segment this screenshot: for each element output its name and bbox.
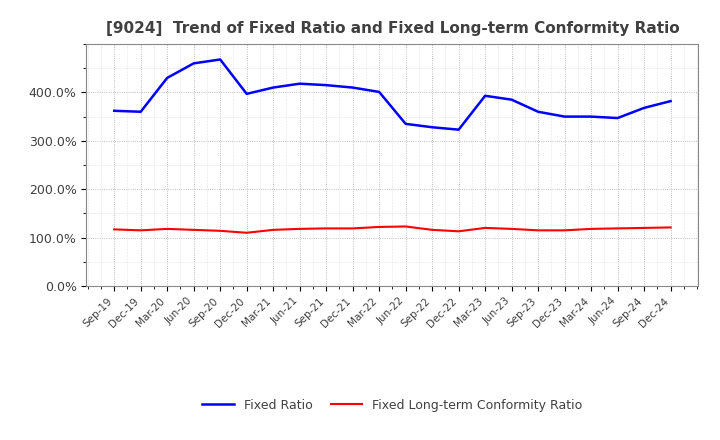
Fixed Long-term Conformity Ratio	[189, 227, 198, 232]
Fixed Long-term Conformity Ratio	[428, 227, 436, 232]
Fixed Long-term Conformity Ratio	[587, 226, 595, 231]
Fixed Long-term Conformity Ratio	[322, 226, 330, 231]
Fixed Ratio	[428, 125, 436, 130]
Fixed Ratio	[136, 109, 145, 114]
Fixed Long-term Conformity Ratio	[454, 229, 463, 234]
Fixed Long-term Conformity Ratio	[269, 227, 277, 232]
Fixed Long-term Conformity Ratio	[216, 228, 225, 234]
Fixed Ratio	[348, 85, 357, 90]
Fixed Long-term Conformity Ratio	[348, 226, 357, 231]
Fixed Long-term Conformity Ratio	[295, 226, 304, 231]
Fixed Ratio	[269, 85, 277, 90]
Fixed Ratio	[454, 127, 463, 132]
Fixed Long-term Conformity Ratio	[613, 226, 622, 231]
Fixed Long-term Conformity Ratio	[508, 226, 516, 231]
Fixed Long-term Conformity Ratio	[666, 225, 675, 230]
Fixed Long-term Conformity Ratio	[375, 224, 384, 230]
Title: [9024]  Trend of Fixed Ratio and Fixed Long-term Conformity Ratio: [9024] Trend of Fixed Ratio and Fixed Lo…	[106, 21, 679, 36]
Fixed Ratio	[587, 114, 595, 119]
Fixed Long-term Conformity Ratio	[136, 228, 145, 233]
Fixed Ratio	[110, 108, 119, 114]
Legend: Fixed Ratio, Fixed Long-term Conformity Ratio: Fixed Ratio, Fixed Long-term Conformity …	[197, 394, 588, 417]
Fixed Ratio	[163, 75, 171, 81]
Fixed Long-term Conformity Ratio	[243, 230, 251, 235]
Fixed Ratio	[508, 97, 516, 102]
Fixed Ratio	[295, 81, 304, 86]
Fixed Long-term Conformity Ratio	[481, 225, 490, 231]
Fixed Ratio	[375, 89, 384, 95]
Fixed Ratio	[322, 83, 330, 88]
Fixed Long-term Conformity Ratio	[401, 224, 410, 229]
Line: Fixed Long-term Conformity Ratio: Fixed Long-term Conformity Ratio	[114, 227, 670, 233]
Fixed Ratio	[560, 114, 569, 119]
Line: Fixed Ratio: Fixed Ratio	[114, 59, 670, 130]
Fixed Long-term Conformity Ratio	[534, 228, 542, 233]
Fixed Ratio	[640, 105, 649, 110]
Fixed Ratio	[401, 121, 410, 127]
Fixed Ratio	[534, 109, 542, 114]
Fixed Ratio	[613, 115, 622, 121]
Fixed Ratio	[243, 91, 251, 96]
Fixed Long-term Conformity Ratio	[560, 228, 569, 233]
Fixed Ratio	[666, 99, 675, 104]
Fixed Ratio	[189, 61, 198, 66]
Fixed Ratio	[481, 93, 490, 99]
Fixed Long-term Conformity Ratio	[163, 226, 171, 231]
Fixed Long-term Conformity Ratio	[640, 225, 649, 231]
Fixed Long-term Conformity Ratio	[110, 227, 119, 232]
Fixed Ratio	[216, 57, 225, 62]
